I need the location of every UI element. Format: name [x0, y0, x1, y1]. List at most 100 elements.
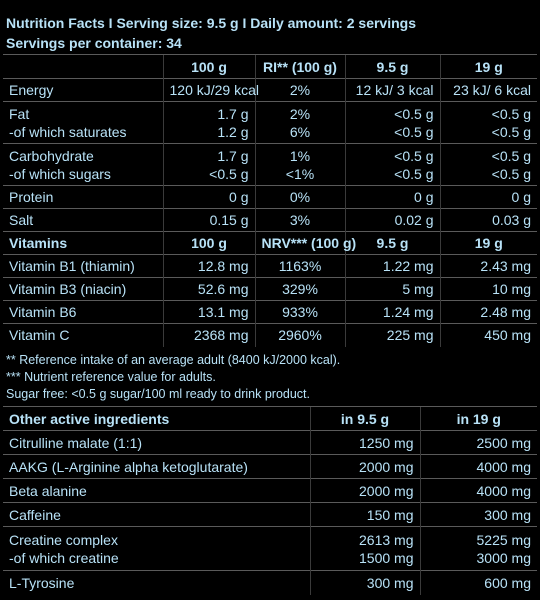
- cell-text: 2960%: [278, 327, 322, 344]
- cell-text: 329%: [282, 281, 318, 297]
- cell-text: <0.5 g: [491, 165, 531, 182]
- cell-text: 1.22 mg: [382, 258, 434, 274]
- table-cell: 2.48 mg: [439, 300, 537, 324]
- cell-text: 100 g: [191, 235, 227, 251]
- table-cell: 1.22 mg: [344, 254, 440, 278]
- table-row: Vitamin B6 13.1 mg 933% 1.24 mg 2.48 mg: [3, 300, 537, 324]
- cell-text: L-Tyrosine: [9, 574, 75, 591]
- table-cell: 5 mg: [344, 277, 440, 301]
- table-row: Vitamins 100 g NRV*** (100 g) 9.5 g 19 g: [3, 231, 537, 255]
- table-cell: Vitamin B6: [3, 300, 163, 324]
- cell-text: 100 g: [191, 58, 227, 75]
- table-cell: in 19 g: [419, 406, 537, 431]
- cell-text: <0.5 g: [209, 165, 249, 182]
- table-cell: 5225 mg 3000 mg: [419, 526, 537, 571]
- cell-text: 1.2 g: [217, 123, 249, 140]
- table-row: Fat -of which saturates 1.7 g 1.2 g 2% 6% <0.5…: [3, 101, 537, 144]
- cell-text: 3%: [289, 212, 311, 228]
- table-cell: <0.5 g <0.5 g: [344, 101, 440, 144]
- table-row: Vitamin B3 (niacin) 52.6 mg 329% 5 mg 10 mg: [3, 277, 537, 301]
- cell-text: 12.8 mg: [197, 258, 249, 274]
- cell-text: Creatine complex: [9, 531, 118, 548]
- ingredients-table: Other active ingredients in 9.5 g in 19 g C…: [3, 406, 537, 595]
- table-cell: Salt: [3, 208, 163, 232]
- footnote: *** Nutrient reference value for adults.: [6, 370, 216, 384]
- cell-text: Beta alanine: [9, 482, 87, 499]
- cell-text: 1500 mg: [359, 549, 414, 566]
- cell-text: in 9.5 g: [340, 410, 390, 427]
- table-row: Creatine complex -of which creatine 2613 m…: [3, 526, 537, 571]
- table-cell: 12 kJ/ 3 kcal: [344, 78, 440, 102]
- table-cell: 2613 mg 1500 mg: [309, 526, 420, 571]
- cell-text: 2%: [289, 82, 311, 98]
- table-cell: <0.5 g <0.5 g: [439, 143, 537, 186]
- cell-text: 1%: [289, 147, 311, 164]
- table-cell: 0 g: [162, 185, 255, 209]
- table-cell: Other active ingredients: [3, 406, 310, 431]
- table-cell: 0%: [254, 185, 345, 209]
- cell-text: 0 g: [229, 189, 249, 205]
- table-row: Energy 120 kJ/29 kcal 2% 12 kJ/ 3 kcal 23 kJ…: [3, 78, 537, 102]
- cell-text: 2.48 mg: [480, 304, 531, 320]
- cell-text: <0.5 g: [491, 123, 531, 140]
- cell-text: Vitamin B3 (niacin): [9, 281, 127, 297]
- table-cell: AAKG (L-Arginine alpha ketoglutarate): [3, 454, 310, 479]
- cell-text: 12 kJ/ 3 kcal: [355, 82, 434, 98]
- cell-text: 9.5 g: [376, 58, 409, 75]
- table-cell: Energy: [3, 78, 163, 102]
- cell-text: 2000 mg: [359, 458, 414, 475]
- cell-text: Caffeine: [9, 506, 61, 523]
- title: Nutrition Facts I Serving size: 9.5 g I …: [6, 15, 416, 31]
- table-cell: 10 mg: [439, 277, 537, 301]
- cell-text: Carbohydrate: [9, 147, 94, 164]
- cell-text: 1163%: [278, 258, 322, 274]
- cell-text: Fat: [9, 105, 30, 122]
- table-cell: 0 g: [439, 185, 537, 209]
- table-cell: 1.7 g 1.2 g: [162, 101, 255, 144]
- cell-text: Vitamin B1 (thiamin): [9, 258, 135, 274]
- cell-text: <0.5 g: [394, 123, 434, 140]
- table-cell: 23 kJ/ 6 kcal: [439, 78, 537, 102]
- cell-text: 450 mg: [484, 327, 531, 344]
- cell-text: 5 mg: [402, 281, 434, 297]
- table-cell: 1.24 mg: [344, 300, 440, 324]
- table-cell: 13.1 mg: [162, 300, 255, 324]
- table-cell: 52.6 mg: [162, 277, 255, 301]
- cell-text: Protein: [9, 189, 54, 205]
- table-cell: 9.5 g: [344, 54, 440, 79]
- footnote: Sugar free: <0.5 g sugar/100 ml ready to…: [6, 387, 310, 401]
- table-cell: 600 mg: [419, 570, 537, 595]
- table-row: Vitamin B1 (thiamin) 12.8 mg 1163% 1.22 mg 2…: [3, 254, 537, 278]
- cell-text: 0.15 g: [209, 212, 249, 228]
- cell-text: -of which creatine: [9, 549, 119, 566]
- table-cell: 0.03 g: [439, 208, 537, 232]
- cell-text: 5225 mg: [476, 531, 531, 548]
- table-cell: 1% <1%: [254, 143, 345, 186]
- table-cell: 4000 mg: [419, 478, 537, 503]
- table-cell: <0.5 g <0.5 g: [439, 101, 537, 144]
- cell-text: Other active ingredients: [9, 410, 170, 427]
- table-cell: 2960%: [254, 323, 345, 347]
- table-cell: 300 mg: [309, 570, 420, 595]
- table-cell: in 9.5 g: [309, 406, 420, 431]
- cell-text: 0.03 g: [492, 212, 531, 228]
- cell-text: Citrulline malate (1:1): [9, 434, 143, 451]
- cell-text: 13.1 mg: [197, 304, 249, 320]
- table-cell: 450 mg: [439, 323, 537, 347]
- table-cell: RI** (100 g): [254, 54, 345, 79]
- footnote: ** Reference intake of an average adult …: [6, 353, 341, 367]
- cell-text: 120 kJ/29 kcal: [169, 82, 260, 98]
- table-cell: 120 kJ/29 kcal: [162, 78, 260, 102]
- cell-text: 1.7 g: [217, 105, 249, 122]
- table-cell: 19 g: [439, 231, 537, 255]
- table-cell: 2000 mg: [309, 454, 420, 479]
- table-cell: 2000 mg: [309, 478, 420, 503]
- cell-text: 600 mg: [484, 574, 531, 591]
- nutrition-table: Nutrition 100 g RI** (100 g) 9.5 g 19 g Energ…: [3, 54, 537, 347]
- cell-text: <0.5 g: [491, 105, 531, 122]
- cell-text: <1%: [285, 165, 315, 182]
- cell-text: 933%: [282, 304, 318, 320]
- cell-text: 19 g: [474, 58, 503, 75]
- cell-text: AAKG (L-Arginine alpha ketoglutarate): [9, 458, 248, 475]
- cell-text: 0 g: [511, 189, 531, 205]
